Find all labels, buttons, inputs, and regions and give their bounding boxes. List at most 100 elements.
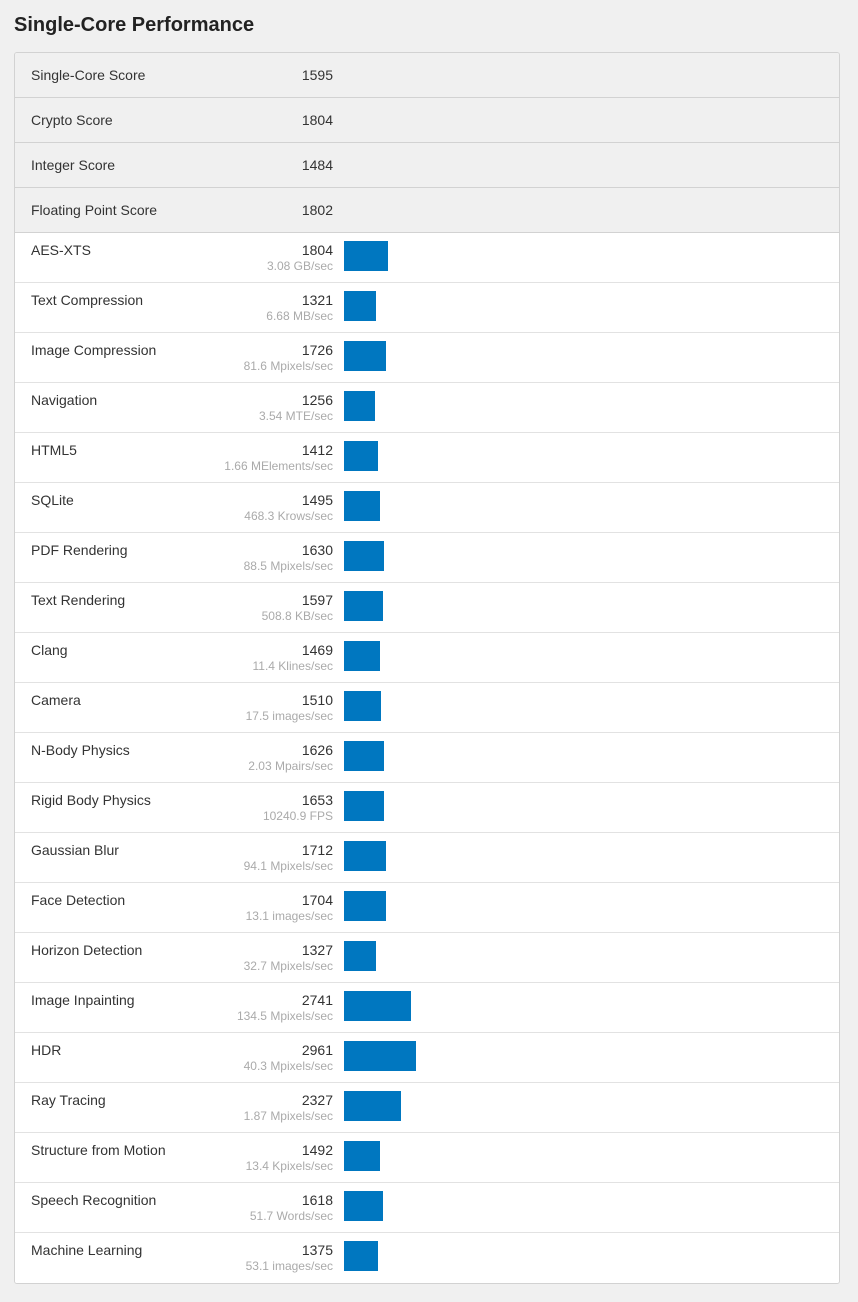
benchmark-row: PDF Rendering 1630 88.5 Mpixels/sec	[15, 533, 839, 583]
benchmark-name: Text Compression	[31, 292, 144, 308]
benchmark-throughput: 134.5 Mpixels/sec	[236, 1009, 333, 1023]
benchmark-row: Face Detection 1704 13.1 images/sec	[15, 883, 839, 933]
benchmark-score: 1375	[301, 1242, 333, 1258]
benchmark-score-bar	[344, 341, 386, 371]
benchmark-row: Machine Learning 1375 53.1 images/sec	[15, 1233, 839, 1283]
benchmark-name: Structure from Motion	[31, 1142, 166, 1158]
summary-score: 1595	[301, 67, 333, 83]
benchmark-score: 2961	[301, 1042, 333, 1058]
benchmark-score-bar	[344, 241, 388, 271]
benchmark-score-bar	[344, 441, 378, 471]
benchmark-score: 1704	[301, 892, 333, 908]
summary-score: 1484	[301, 157, 333, 173]
benchmark-name: Rigid Body Physics	[31, 792, 151, 808]
benchmark-throughput: 40.3 Mpixels/sec	[243, 1059, 333, 1073]
benchmark-name: AES-XTS	[31, 242, 91, 258]
benchmark-name: SQLite	[31, 492, 74, 508]
benchmark-score-bar	[344, 541, 384, 571]
benchmark-throughput: 17.5 images/sec	[245, 709, 333, 723]
single-core-results-table: Single-Core Score 1595 Crypto Score 1804…	[14, 52, 840, 1284]
benchmark-name: PDF Rendering	[31, 542, 128, 558]
benchmark-throughput: 13.4 Kpixels/sec	[245, 1159, 333, 1173]
summary-label: Floating Point Score	[31, 202, 158, 218]
benchmark-throughput: 1.87 Mpixels/sec	[243, 1109, 333, 1123]
benchmark-score: 1597	[301, 592, 333, 608]
benchmark-name: Gaussian Blur	[31, 842, 119, 858]
benchmark-name: Image Inpainting	[31, 992, 135, 1008]
benchmark-row: SQLite 1495 468.3 Krows/sec	[15, 483, 839, 533]
benchmark-row: Speech Recognition 1618 51.7 Words/sec	[15, 1183, 839, 1233]
benchmark-throughput: 32.7 Mpixels/sec	[243, 959, 333, 973]
benchmark-row: Text Rendering 1597 508.8 KB/sec	[15, 583, 839, 633]
benchmark-list: AES-XTS 1804 3.08 GB/sec Text Compression 13…	[15, 233, 839, 1283]
summary-score: 1802	[301, 202, 333, 218]
summary-row-single-core: Single-Core Score 1595	[15, 53, 839, 98]
benchmark-row: Navigation 1256 3.54 MTE/sec	[15, 383, 839, 433]
benchmark-score-bar	[344, 1241, 378, 1271]
benchmark-name: Speech Recognition	[31, 1192, 157, 1208]
summary-score: 1804	[301, 112, 333, 128]
benchmark-throughput: 508.8 KB/sec	[261, 609, 333, 623]
benchmark-score-bar	[344, 491, 380, 521]
benchmark-score: 1618	[301, 1192, 333, 1208]
benchmark-name: Camera	[31, 692, 81, 708]
summary-label: Single-Core Score	[31, 67, 146, 83]
benchmark-score: 1510	[301, 692, 333, 708]
benchmark-score-bar	[344, 891, 386, 921]
benchmark-score: 1256	[301, 392, 333, 408]
benchmark-score: 1327	[301, 942, 333, 958]
section-title: Single-Core Performance	[14, 14, 255, 36]
benchmark-name: N-Body Physics	[31, 742, 130, 758]
benchmark-row: Image Inpainting 2741 134.5 Mpixels/sec	[15, 983, 839, 1033]
benchmark-name: Horizon Detection	[31, 942, 143, 958]
benchmark-throughput: 11.4 Klines/sec	[252, 659, 334, 673]
benchmark-row: Rigid Body Physics 1653 10240.9 FPS	[15, 783, 839, 833]
benchmark-score: 2327	[301, 1092, 333, 1108]
benchmark-row: Ray Tracing 2327 1.87 Mpixels/sec	[15, 1083, 839, 1133]
benchmark-name: HTML5	[31, 442, 77, 458]
summary-label: Integer Score	[31, 157, 116, 173]
benchmark-score-bar	[344, 791, 384, 821]
benchmark-throughput: 2.03 Mpairs/sec	[248, 759, 333, 773]
benchmark-row: HTML5 1412 1.66 MElements/sec	[15, 433, 839, 483]
benchmark-throughput: 3.08 GB/sec	[266, 259, 333, 273]
benchmark-throughput: 81.6 Mpixels/sec	[243, 359, 333, 373]
benchmark-score-bar	[344, 1091, 401, 1121]
benchmark-score: 1653	[301, 792, 333, 808]
summary-scores: Single-Core Score 1595 Crypto Score 1804…	[15, 53, 839, 233]
benchmark-name: Image Compression	[31, 342, 157, 358]
benchmark-throughput: 88.5 Mpixels/sec	[243, 559, 333, 573]
benchmark-throughput: 94.1 Mpixels/sec	[243, 859, 333, 873]
benchmark-row: Camera 1510 17.5 images/sec	[15, 683, 839, 733]
benchmark-row: Structure from Motion 1492 13.4 Kpixels/se…	[15, 1133, 839, 1183]
benchmark-score: 1321	[301, 292, 333, 308]
summary-label: Crypto Score	[31, 112, 113, 128]
benchmark-name: HDR	[31, 1042, 62, 1058]
benchmark-score-bar	[344, 1191, 383, 1221]
benchmark-score-bar	[344, 941, 376, 971]
benchmark-score-bar	[344, 391, 375, 421]
benchmark-name: Face Detection	[31, 892, 126, 908]
benchmark-score: 1492	[301, 1142, 333, 1158]
benchmark-row: Text Compression 1321 6.68 MB/sec	[15, 283, 839, 333]
benchmark-throughput: 1.66 MElements/sec	[224, 459, 333, 473]
benchmark-score: 2741	[301, 992, 333, 1008]
benchmark-score-bar	[344, 291, 376, 321]
benchmark-throughput: 51.7 Words/sec	[249, 1209, 333, 1223]
benchmark-throughput: 468.3 Krows/sec	[244, 509, 333, 523]
benchmark-name: Text Rendering	[31, 592, 126, 608]
benchmark-score-bar	[344, 991, 411, 1021]
benchmark-throughput: 3.54 MTE/sec	[258, 409, 333, 423]
benchmark-row: Horizon Detection 1327 32.7 Mpixels/sec	[15, 933, 839, 983]
benchmark-name: Ray Tracing	[31, 1092, 106, 1108]
benchmark-score: 1412	[301, 442, 333, 458]
benchmark-throughput: 10240.9 FPS	[262, 809, 333, 823]
benchmark-score: 1469	[301, 642, 333, 658]
benchmark-row: N-Body Physics 1626 2.03 Mpairs/sec	[15, 733, 839, 783]
benchmark-score-bar	[344, 641, 380, 671]
benchmark-row: Gaussian Blur 1712 94.1 Mpixels/sec	[15, 833, 839, 883]
benchmark-score: 1495	[301, 492, 333, 508]
benchmark-row: AES-XTS 1804 3.08 GB/sec	[15, 233, 839, 283]
benchmark-throughput: 53.1 images/sec	[245, 1259, 333, 1273]
benchmark-score-bar	[344, 1041, 416, 1071]
